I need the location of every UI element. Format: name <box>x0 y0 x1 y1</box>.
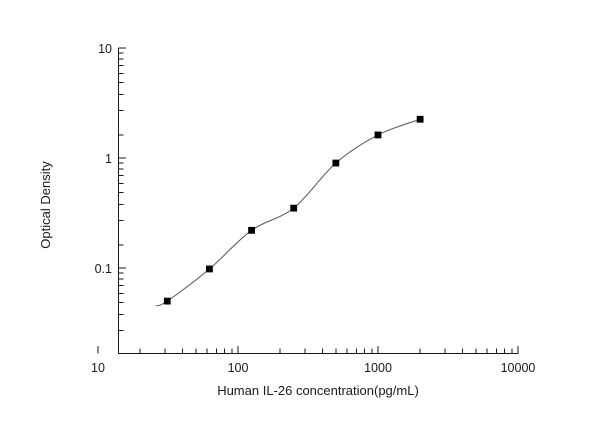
data-point <box>374 131 382 139</box>
fitted-curve <box>155 118 421 307</box>
x-axis-ticks <box>97 346 519 354</box>
data-point <box>290 204 298 212</box>
x-tick-label: 10 <box>91 361 105 375</box>
x-tick-label: 10000 <box>501 361 536 375</box>
data-point <box>332 159 340 167</box>
x-axis-tick-labels: 10 100 1000 10000 <box>91 361 535 375</box>
x-tick-label: 1000 <box>364 361 392 375</box>
data-point <box>248 226 255 234</box>
y-tick-label: 0.1 <box>95 262 112 276</box>
plot-axes <box>117 48 519 355</box>
data-point <box>206 265 213 273</box>
y-tick-label: 10 <box>98 42 112 56</box>
y-axis-ticks <box>118 47 126 331</box>
y-tick-label: 1 <box>105 152 112 166</box>
x-axis-title: Human IL-26 concentration(pg/mL) <box>217 383 419 398</box>
x-tick-label: 100 <box>228 361 249 375</box>
data-point-markers <box>163 115 424 305</box>
y-axis-tick-labels: 10 1 0.1 <box>95 42 112 276</box>
data-point <box>416 115 424 123</box>
y-axis-title: Optical Density <box>38 161 53 249</box>
data-point <box>163 297 171 305</box>
